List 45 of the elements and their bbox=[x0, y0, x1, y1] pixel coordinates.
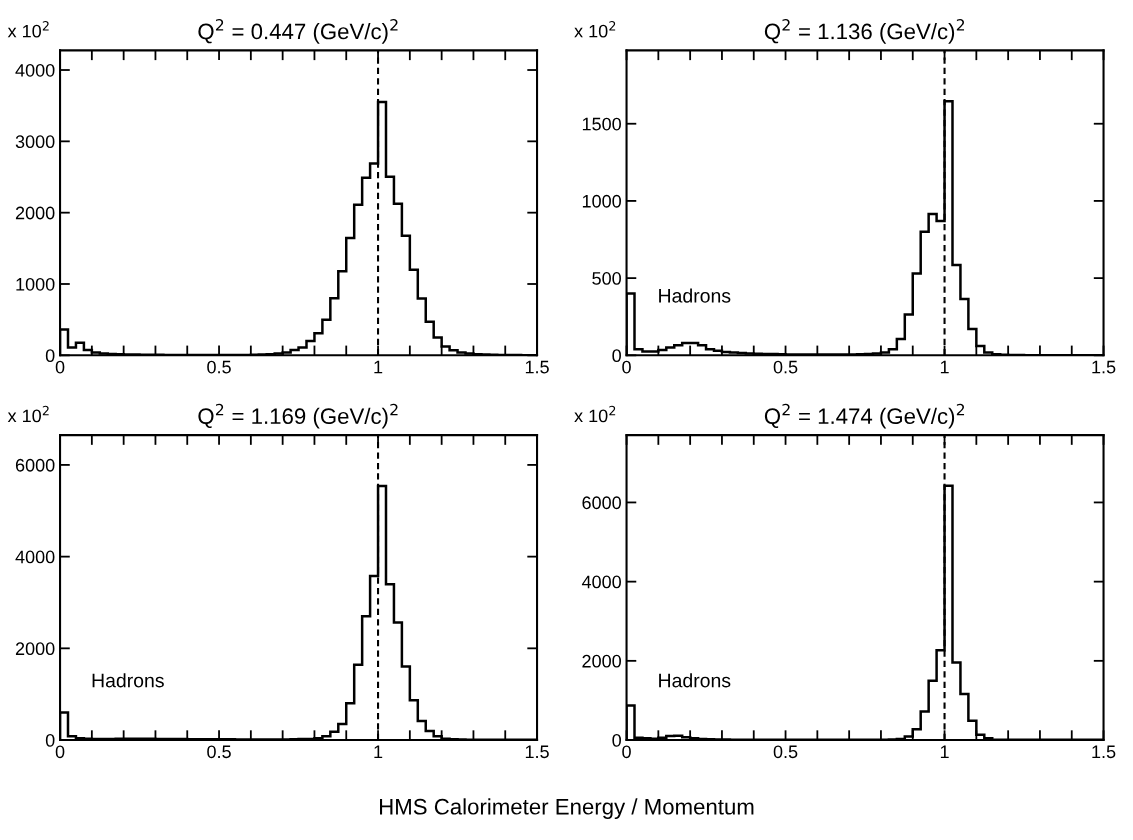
annotation: Hadrons bbox=[659, 288, 731, 303]
x-tick-label: 1 bbox=[374, 745, 383, 758]
text: x 10$^{2}$ bbox=[7, 405, 49, 423]
y-tick-label: 6000 bbox=[582, 496, 621, 510]
y-tick-label: 4000 bbox=[15, 63, 55, 77]
y-tick-label: 3000 bbox=[15, 135, 55, 149]
y-tick-label: 6000 bbox=[15, 458, 55, 472]
annotation: Hadrons bbox=[92, 673, 164, 688]
x-tick-label: 0 bbox=[622, 745, 631, 759]
chart-title: Q$^{2}$ = 1.169 (GeV/c)$^{2}$ bbox=[198, 403, 398, 429]
annotation: Hadrons bbox=[659, 673, 731, 688]
x-tick-label: 0.5 bbox=[207, 745, 231, 759]
y-tick-label: 0 bbox=[45, 733, 55, 747]
y-tick-label: 0 bbox=[612, 733, 621, 747]
x-tick-label: 0.5 bbox=[773, 745, 798, 759]
text: x 10$^{2}$ bbox=[7, 21, 49, 38]
x-tick-label: 1 bbox=[374, 360, 383, 374]
text: x 10$^{2}$ bbox=[574, 405, 616, 423]
x-tick-label: 1.5 bbox=[1092, 745, 1116, 759]
chart-title: Q$^{2}$ = 1.136 (GeV/c)$^{2}$ bbox=[764, 19, 965, 44]
y-tick-label: 1000 bbox=[582, 194, 621, 208]
x-tick-label: 0.5 bbox=[207, 360, 231, 374]
x-tick-label: 0 bbox=[55, 360, 65, 374]
chart-title: Q$^{2}$ = 0.447 (GeV/c)$^{2}$ bbox=[198, 19, 398, 44]
y-tick-label: 0 bbox=[612, 349, 621, 363]
y-tick-label: 2000 bbox=[15, 642, 55, 656]
x-axis-title: HMS Calorimeter Energy / Momentum bbox=[380, 798, 754, 819]
x-tick-label: 0 bbox=[622, 360, 631, 374]
y-tick-label: 2000 bbox=[15, 206, 55, 220]
x-tick-label: 0.5 bbox=[773, 360, 798, 374]
x-tick-label: 1.5 bbox=[525, 745, 549, 759]
x-tick-label: 1.5 bbox=[1092, 360, 1116, 374]
y-tick-label: 0 bbox=[45, 349, 55, 363]
chart-title: Q$^{2}$ = 1.474 (GeV/c)$^{2}$ bbox=[764, 403, 965, 429]
y-tick-label: 4000 bbox=[15, 550, 55, 564]
y-tick-label: 500 bbox=[592, 272, 621, 285]
y-tick-label: 2000 bbox=[582, 654, 621, 668]
y-tick-label: 1500 bbox=[582, 117, 621, 131]
text: x 10$^{2}$ bbox=[574, 21, 616, 38]
y-tick-label: 1000 bbox=[16, 277, 55, 291]
y-tick-label: 4000 bbox=[581, 575, 621, 589]
x-tick-label: 1.5 bbox=[525, 360, 549, 374]
x-tick-label: 0 bbox=[55, 745, 65, 759]
x-tick-label: 1 bbox=[940, 745, 949, 758]
x-tick-label: 1 bbox=[940, 360, 949, 374]
